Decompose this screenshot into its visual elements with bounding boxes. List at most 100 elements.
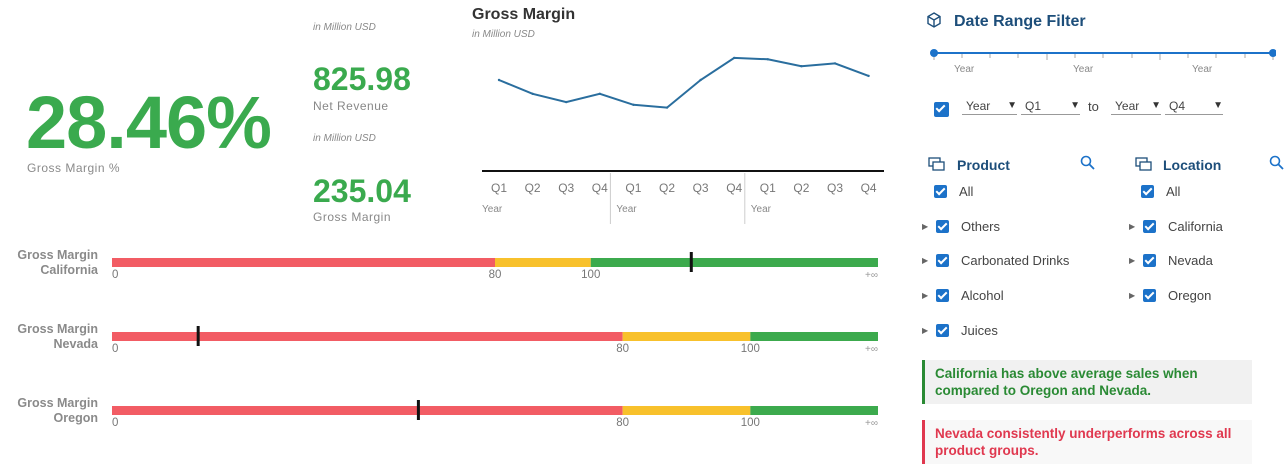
x-tick-label: Q4 [726,181,742,195]
expand-arrow-icon[interactable]: ▶ [1129,290,1136,300]
data-point[interactable] [565,100,568,104]
bullet-label-line2: California [40,263,98,277]
data-point[interactable] [699,78,702,82]
gross-margin-unit: in Million USD [313,133,376,144]
data-point[interactable] [833,62,837,65]
product-item[interactable]: ▶ Others [922,218,1000,234]
x-group-label: Year [616,204,637,215]
expand-arrow-icon[interactable]: ▶ [1129,221,1136,231]
x-tick-label: Q3 [827,181,843,195]
to-quarter-value: Q4 [1169,98,1186,113]
checkbox[interactable] [1143,254,1156,268]
x-tick-label: Q4 [592,181,608,195]
data-point[interactable] [800,65,803,68]
from-year-value: Year [966,98,991,113]
chart-title: Gross Margin [472,6,576,23]
bullet-label-line1: Gross Margin [17,248,98,262]
to-year-dropdown[interactable]: Year ▼ [1111,97,1161,115]
x-group-label: Year [482,204,503,215]
slider-handle-end[interactable] [1269,49,1276,57]
data-point[interactable] [497,78,501,82]
bullet-tick-label: 100 [581,269,600,280]
data-point[interactable] [598,92,601,95]
net-revenue-value: 825.98 [313,61,411,97]
checkbox[interactable] [936,323,949,337]
bullet-label-line1: Gross Margin [17,322,98,336]
product-item-label: Others [961,218,1001,234]
product-item[interactable]: ▶ Juices [922,322,998,338]
product-item[interactable]: ▶ Alcohol [922,287,1004,303]
product-all[interactable]: All [934,183,973,199]
expand-arrow-icon[interactable]: ▶ [922,256,929,266]
expand-arrow-icon[interactable]: ▶ [922,325,929,335]
x-tick-label: Q1 [625,181,641,195]
bullet-marker[interactable] [196,326,200,346]
chevron-down-icon: ▼ [1213,100,1223,111]
bullet-tick-label: 80 [616,417,629,428]
chevron-down-icon: ▼ [1007,100,1017,111]
location-item-label: Nevada [1168,253,1213,269]
bad-range [112,258,495,267]
slider-label-2: Year [1073,64,1094,75]
ok-range [622,406,751,415]
x-tick-label: Q4 [861,181,877,195]
product-all-label: All [959,183,974,199]
location-all-label: All [1166,183,1181,199]
checkbox[interactable] [936,219,949,233]
x-tick-label: Q1 [491,181,507,195]
bullet-marker[interactable] [689,252,693,272]
product-item[interactable]: ▶ Carbonated Drinks [922,253,1069,269]
bullet-tick-label: 100 [741,417,760,428]
data-point[interactable] [733,56,736,60]
location-all[interactable]: All [1141,183,1180,199]
bullet-tick-label: 80 [489,269,502,280]
date-range-filter-title: Date Range Filter [954,13,1086,30]
good-range [750,332,878,341]
location-item-label: Oregon [1168,287,1212,303]
checkbox[interactable] [1143,219,1156,233]
to-year-value: Year [1115,98,1140,113]
bullet-tick-label: 0 [112,343,118,354]
checkbox[interactable] [1143,288,1156,302]
expand-arrow-icon[interactable]: ▶ [922,221,929,231]
location-item-label: California [1168,218,1223,234]
data-point[interactable] [531,92,534,95]
to-quarter-dropdown[interactable]: Q4 ▼ [1165,97,1223,115]
search-icon[interactable] [1080,155,1095,170]
insight-positive: California has above average sales when … [922,360,1252,404]
from-year-dropdown[interactable]: Year ▼ [962,97,1017,115]
location-title: Location [1163,157,1222,173]
product-item-label: Carbonated Drinks [961,253,1070,269]
gross-margin-pct-value: 28.46% [26,81,272,164]
data-point[interactable] [766,58,769,61]
checkbox[interactable] [936,254,949,268]
date-filter-checkbox[interactable] [934,102,949,118]
bullet-marker[interactable] [416,400,420,420]
location-item[interactable]: ▶ Nevada [1129,253,1213,269]
data-point[interactable] [632,103,635,106]
bullet-chart: 0 80 100 +∞ [112,252,878,280]
gross-margin-line-chart: Q1 Q2 Q3 Q4 Q1 Q2 Q3 Q4 Q1 Q2 Q3 Q4 Year Year Year [482,56,884,224]
location-item[interactable]: ▶ Oregon [1129,287,1211,303]
x-tick-label: Q2 [659,181,675,195]
chevron-down-icon: ▼ [1151,100,1161,111]
cube-icon [927,12,941,28]
location-item[interactable]: ▶ California [1129,218,1223,234]
checkbox[interactable] [1141,184,1154,198]
chevron-down-icon: ▼ [1070,100,1080,111]
bullet-label-line1: Gross Margin [17,396,98,410]
expand-arrow-icon[interactable]: ▶ [922,290,929,300]
slider-handle-start[interactable] [930,49,938,57]
search-icon[interactable] [1269,155,1284,170]
data-point[interactable] [867,74,870,78]
chart-subtitle: in Million USD [472,29,535,40]
from-quarter-dropdown[interactable]: Q1 ▼ [1021,97,1080,115]
bullet-tick-label: 80 [616,343,629,354]
product-title: Product [957,157,1010,173]
checkbox[interactable] [934,184,947,198]
checkbox[interactable] [936,288,949,302]
bullet-tick-label: 0 [112,417,118,428]
date-range-slider[interactable]: Year Year Year [926,44,1276,78]
data-point[interactable] [665,106,669,109]
expand-arrow-icon[interactable]: ▶ [1129,256,1136,266]
